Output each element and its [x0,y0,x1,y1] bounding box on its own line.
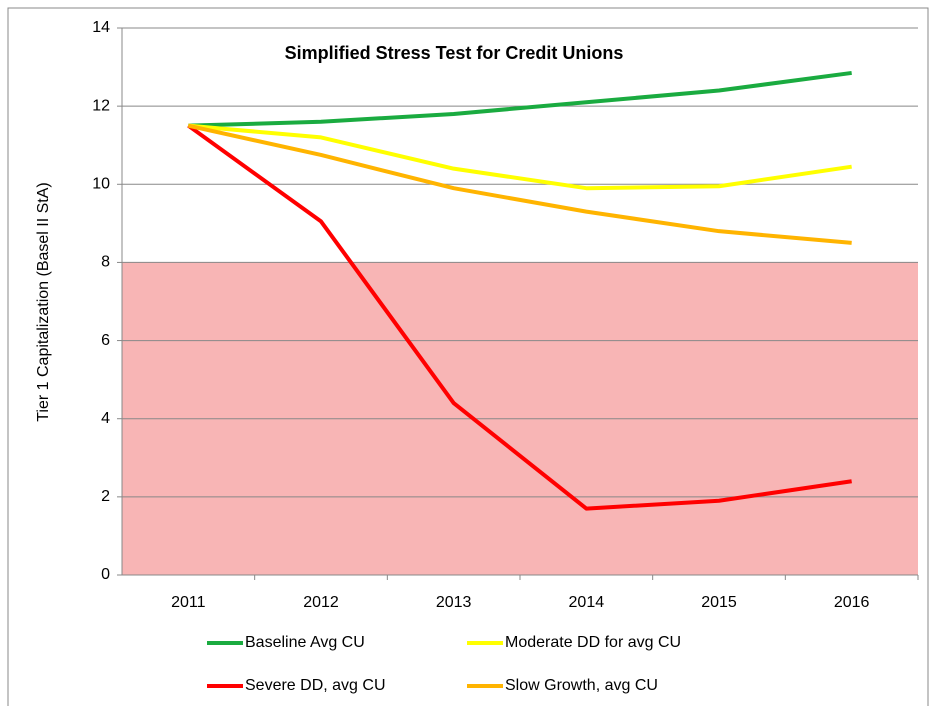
series-line [188,123,852,191]
y-axis-label: Tier 1 Capitalization (Basel II StA) [35,182,52,422]
x-tick-label: 2015 [701,594,737,611]
y-tick-label: 6 [101,332,110,349]
x-tick-label: 2016 [834,594,870,611]
x-tick-label: 2013 [436,594,472,611]
legend-label: Baseline Avg CU [245,634,365,651]
chart-title: Simplified Stress Test for Credit Unions [285,43,624,63]
x-tick-label: 2014 [569,594,605,611]
series-line [187,124,852,511]
legend-label: Slow Growth, avg CU [505,677,658,694]
y-tick-label: 12 [92,97,110,114]
y-tick-label: 14 [92,19,110,36]
chart-frame [7,7,929,706]
y-tick-label: 8 [101,254,110,271]
legend-label: Severe DD, avg CU [245,677,386,694]
y-tick-label: 0 [101,566,110,583]
y-tick-label: 2 [101,488,110,505]
x-tick-label: 2011 [171,594,206,611]
series-line [187,123,852,245]
series-line [188,70,852,128]
y-tick-label: 10 [92,176,110,193]
y-tick-label: 4 [101,410,110,427]
legend-label: Moderate DD for avg CU [505,634,681,651]
x-tick-label: 2012 [303,594,339,611]
